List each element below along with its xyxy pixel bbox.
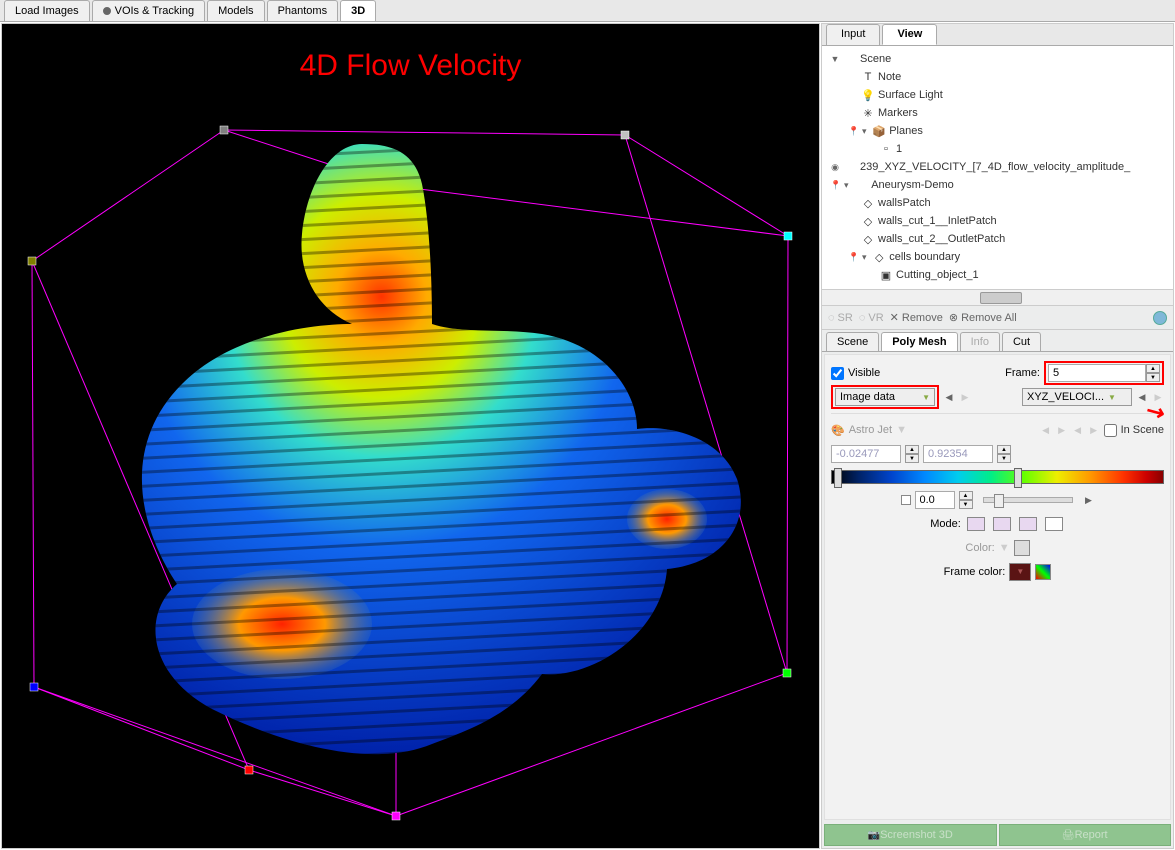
bottom-buttons: 📷 Screenshot 3D 🖨 Report	[822, 822, 1173, 848]
slider-thumb[interactable]	[994, 494, 1004, 508]
next-src: ▶	[959, 392, 971, 403]
data-dropdown[interactable]: XYZ_VELOCI...▼	[1022, 388, 1132, 406]
remove-button[interactable]: ✕ Remove	[890, 311, 943, 324]
tree-node[interactable]: ◇wallsPatch	[822, 194, 1173, 212]
frame-down[interactable]: ▼	[1146, 373, 1160, 382]
action-row: ◌ SR ◌ VR ✕ Remove ⊗ Remove All	[822, 306, 1173, 330]
tree-node[interactable]: ◇walls_cut_2__OutletPatch	[822, 230, 1173, 248]
frame-input-highlight: ▲▼	[1044, 361, 1164, 385]
collapse-icon[interactable]	[1153, 311, 1167, 325]
tree-node[interactable]: ✳Markers	[822, 104, 1173, 122]
mode-3[interactable]	[1019, 517, 1037, 531]
screenshot-button[interactable]: 📷 Screenshot 3D	[824, 824, 997, 846]
source-dropdown-highlight: Image data▼	[831, 385, 939, 409]
color-label: Color:	[965, 542, 994, 554]
tree-node[interactable]: ▣Cutting_object_1	[822, 266, 1173, 284]
frame-color-chip[interactable]: ▼	[1009, 563, 1031, 581]
opacity-handle-icon[interactable]	[901, 495, 911, 505]
opacity-slider[interactable]	[983, 497, 1073, 503]
mode-1[interactable]	[967, 517, 985, 531]
tab-3d[interactable]: 3D	[340, 0, 376, 21]
tree-node[interactable]: TNote	[822, 68, 1173, 86]
ptab-scene[interactable]: Scene	[826, 332, 879, 351]
main-tabs: Load Images VOIs & Tracking Models Phant…	[0, 0, 1175, 22]
visible-checkbox[interactable]	[831, 367, 844, 380]
tab-view[interactable]: View	[882, 24, 937, 45]
tree-node[interactable]: ◇walls_cut_1__InletPatch	[822, 212, 1173, 230]
tree-node[interactable]: 📍▾Aneurysm-Demo	[822, 176, 1173, 194]
color-chip[interactable]	[1014, 540, 1030, 556]
visible-label: Visible	[848, 367, 880, 379]
palette-label: Astro Jet	[849, 424, 892, 436]
tab-input[interactable]: Input	[826, 24, 880, 45]
tree-scrollbar[interactable]	[822, 289, 1173, 305]
gradient-handle-lo[interactable]	[834, 468, 842, 488]
mode-label: Mode:	[930, 518, 961, 530]
frame-input[interactable]	[1048, 364, 1146, 382]
opacity-play[interactable]: ▶	[1083, 495, 1095, 506]
mode-2[interactable]	[993, 517, 1011, 531]
tree-node[interactable]: ▼Scene	[822, 50, 1173, 68]
tab-models[interactable]: Models	[207, 0, 264, 21]
scene-tree[interactable]: ▼SceneTNote💡Surface Light✳Markers📍▾📦Plan…	[822, 46, 1173, 306]
mode-4[interactable]	[1045, 517, 1063, 531]
frame-label: Frame:	[1005, 367, 1040, 379]
ptab-info[interactable]: Info	[960, 332, 1000, 351]
properties-panel: Visible Frame: ▲▼ Image data▼ ◀ ▶ XYZ_VE…	[824, 354, 1171, 820]
remove-all-button[interactable]: ⊗ Remove All	[949, 311, 1017, 324]
in-scene-checkbox[interactable]	[1104, 424, 1117, 437]
tree-node[interactable]: 📍▾◇cells boundary	[822, 248, 1173, 266]
frame-color-label: Frame color:	[944, 566, 1006, 578]
tree-node[interactable]: 💡Surface Light	[822, 86, 1173, 104]
ptab-cut[interactable]: Cut	[1002, 332, 1041, 351]
right-panel: Input View ▼SceneTNote💡Surface Light✳Mar…	[821, 23, 1174, 849]
report-button[interactable]: 🖨 Report	[999, 824, 1172, 846]
gradient-handle-hi[interactable]	[1014, 468, 1022, 488]
tree-node[interactable]: 📍▾📦Planes	[822, 122, 1173, 140]
tree-node[interactable]: ▫1	[822, 140, 1173, 158]
opacity-input[interactable]	[915, 491, 955, 509]
ptab-polymesh[interactable]: Poly Mesh	[881, 332, 957, 351]
in-scene-label: In Scene	[1121, 424, 1164, 436]
source-dropdown[interactable]: Image data▼	[835, 388, 935, 406]
frame-color-picker-icon[interactable]	[1035, 564, 1051, 580]
range-lo-input[interactable]	[831, 445, 901, 463]
tab-vois[interactable]: VOIs & Tracking	[92, 0, 205, 21]
prev-src[interactable]: ◀	[943, 392, 955, 403]
right-tabs: Input View	[822, 24, 1173, 46]
range-hi-input[interactable]	[923, 445, 993, 463]
palette-icon: 🎨	[831, 424, 845, 437]
tab-load-images[interactable]: Load Images	[4, 0, 90, 21]
sr-button[interactable]: ◌ SR	[828, 312, 853, 324]
tab-phantoms[interactable]: Phantoms	[267, 0, 339, 21]
vr-button[interactable]: ◌ VR	[859, 312, 884, 324]
color-gradient[interactable]	[831, 470, 1164, 484]
bounding-box	[2, 24, 821, 834]
tree-node[interactable]: ◉239_XYZ_VELOCITY_[7_4D_flow_velocity_am…	[822, 158, 1173, 176]
3d-viewport[interactable]: 4D Flow Velocity	[1, 23, 820, 849]
property-tabs: Scene Poly Mesh Info Cut	[822, 330, 1173, 352]
frame-up[interactable]: ▲	[1146, 364, 1160, 373]
